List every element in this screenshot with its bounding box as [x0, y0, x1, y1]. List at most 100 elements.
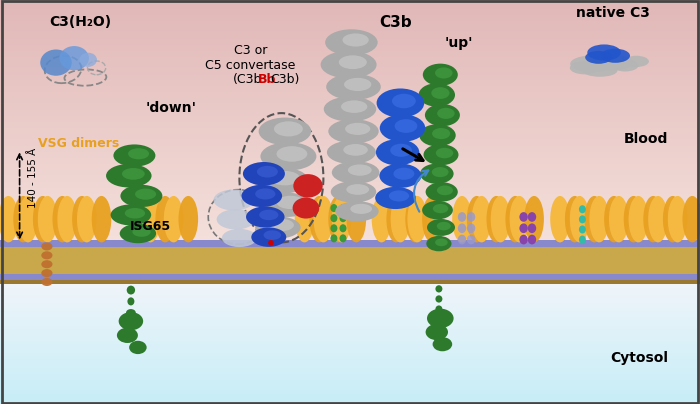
Ellipse shape	[435, 285, 442, 292]
Ellipse shape	[155, 196, 175, 242]
Ellipse shape	[467, 212, 475, 222]
Ellipse shape	[263, 230, 281, 240]
Ellipse shape	[391, 144, 412, 157]
Ellipse shape	[335, 201, 379, 221]
Ellipse shape	[433, 337, 452, 351]
Ellipse shape	[126, 309, 136, 316]
Ellipse shape	[467, 196, 486, 242]
Ellipse shape	[629, 196, 648, 242]
Ellipse shape	[217, 209, 255, 229]
Text: Blood: Blood	[624, 133, 668, 146]
Ellipse shape	[241, 185, 282, 207]
Ellipse shape	[346, 196, 366, 242]
Ellipse shape	[425, 104, 460, 126]
Ellipse shape	[328, 196, 348, 242]
Ellipse shape	[524, 196, 544, 242]
Ellipse shape	[255, 188, 275, 200]
Ellipse shape	[491, 196, 510, 242]
Ellipse shape	[340, 204, 346, 212]
Ellipse shape	[341, 101, 368, 113]
Ellipse shape	[377, 88, 424, 118]
Ellipse shape	[127, 286, 135, 295]
Ellipse shape	[609, 196, 629, 242]
Text: C3 or: C3 or	[234, 44, 267, 57]
Ellipse shape	[528, 235, 536, 244]
Ellipse shape	[119, 312, 144, 330]
Ellipse shape	[92, 196, 111, 242]
Bar	[0, 280, 700, 284]
Ellipse shape	[570, 55, 616, 72]
Text: Cytosol: Cytosol	[610, 351, 668, 364]
Ellipse shape	[77, 196, 97, 242]
Ellipse shape	[72, 196, 92, 242]
Ellipse shape	[325, 29, 378, 56]
Ellipse shape	[309, 196, 329, 242]
Ellipse shape	[106, 164, 152, 187]
Ellipse shape	[295, 196, 314, 242]
Ellipse shape	[585, 51, 612, 64]
Ellipse shape	[122, 168, 145, 180]
Ellipse shape	[314, 196, 333, 242]
Ellipse shape	[668, 196, 687, 242]
Ellipse shape	[433, 204, 448, 213]
Ellipse shape	[111, 204, 151, 225]
Ellipse shape	[254, 167, 309, 194]
Text: 'up': 'up'	[444, 36, 472, 50]
Ellipse shape	[41, 50, 71, 76]
Ellipse shape	[330, 224, 337, 232]
Ellipse shape	[125, 208, 145, 219]
Ellipse shape	[592, 55, 634, 70]
Ellipse shape	[339, 55, 367, 69]
Ellipse shape	[270, 171, 300, 185]
Ellipse shape	[348, 164, 372, 176]
Ellipse shape	[164, 196, 183, 242]
Ellipse shape	[330, 214, 337, 222]
Ellipse shape	[419, 83, 455, 107]
Ellipse shape	[350, 204, 372, 214]
Ellipse shape	[427, 309, 454, 328]
Ellipse shape	[643, 196, 663, 242]
Ellipse shape	[33, 196, 52, 242]
Ellipse shape	[18, 196, 38, 242]
Ellipse shape	[624, 196, 643, 242]
Ellipse shape	[648, 196, 668, 242]
Ellipse shape	[528, 212, 536, 222]
Ellipse shape	[587, 44, 621, 61]
Ellipse shape	[128, 148, 149, 159]
Ellipse shape	[435, 238, 448, 246]
Ellipse shape	[579, 215, 586, 223]
Text: ISG65: ISG65	[130, 220, 171, 233]
Ellipse shape	[214, 189, 254, 210]
Ellipse shape	[663, 196, 682, 242]
Ellipse shape	[570, 196, 589, 242]
Ellipse shape	[41, 242, 52, 250]
Text: VSG dimers: VSG dimers	[38, 137, 120, 150]
Ellipse shape	[259, 118, 312, 145]
Ellipse shape	[582, 65, 617, 77]
Bar	[0, 274, 700, 280]
Ellipse shape	[120, 224, 156, 243]
Ellipse shape	[332, 196, 351, 242]
Ellipse shape	[405, 196, 425, 242]
Ellipse shape	[262, 193, 312, 217]
Ellipse shape	[246, 206, 284, 227]
Text: C5 convertase: C5 convertase	[205, 59, 296, 72]
Ellipse shape	[259, 210, 279, 220]
Ellipse shape	[565, 196, 584, 242]
Ellipse shape	[505, 196, 525, 242]
Ellipse shape	[328, 119, 379, 143]
Ellipse shape	[113, 145, 155, 166]
Ellipse shape	[579, 236, 586, 244]
Ellipse shape	[486, 196, 506, 242]
Ellipse shape	[437, 108, 455, 119]
Ellipse shape	[274, 121, 303, 137]
Ellipse shape	[422, 196, 442, 242]
Ellipse shape	[326, 74, 381, 100]
Ellipse shape	[624, 56, 649, 67]
Ellipse shape	[41, 278, 52, 286]
Ellipse shape	[426, 324, 448, 340]
Ellipse shape	[379, 114, 426, 142]
Ellipse shape	[330, 204, 337, 212]
Ellipse shape	[510, 196, 529, 242]
Ellipse shape	[330, 181, 377, 203]
